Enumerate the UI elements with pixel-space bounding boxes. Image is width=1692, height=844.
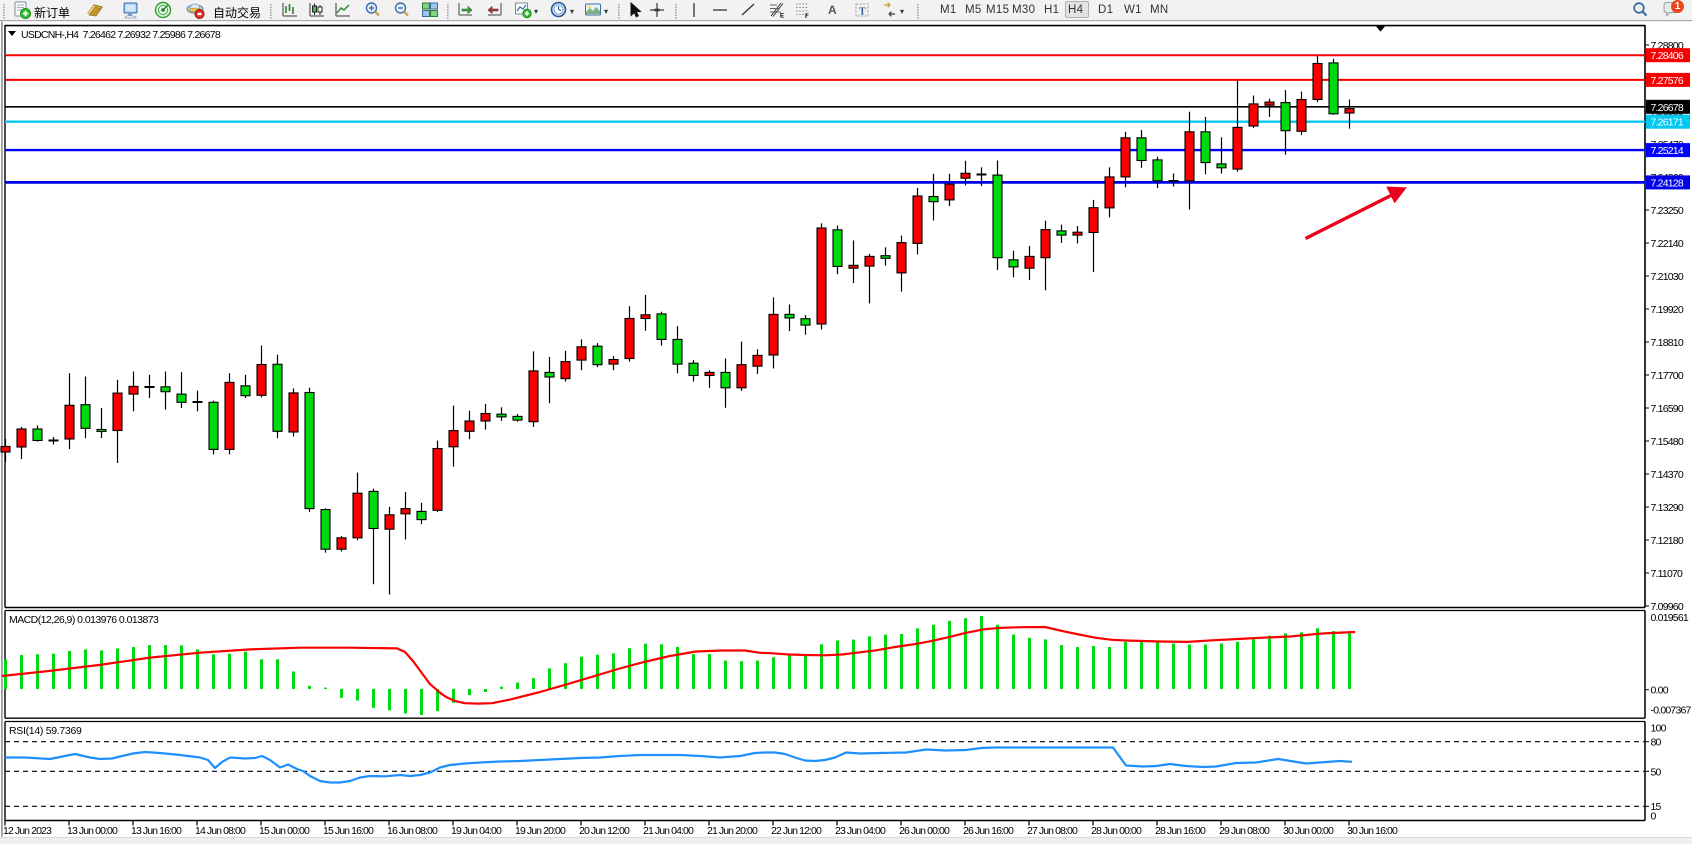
svg-text:21 Jun 20:00: 21 Jun 20:00 [707,825,758,837]
svg-text:0.00: 0.00 [1651,685,1669,697]
svg-text:15 Jun 00:00: 15 Jun 00:00 [259,825,310,837]
svg-text:30 Jun 00:00: 30 Jun 00:00 [1283,825,1334,837]
svg-text:19 Jun 04:00: 19 Jun 04:00 [451,825,502,837]
svg-text:26 Jun 00:00: 26 Jun 00:00 [899,825,950,837]
svg-text:22 Jun 12:00: 22 Jun 12:00 [771,825,822,837]
svg-text:7.14370: 7.14370 [1651,469,1684,481]
svg-text:RSI(14) 59.7369: RSI(14) 59.7369 [9,725,82,737]
svg-text:7.24128: 7.24128 [1651,177,1684,189]
svg-text:100: 100 [1651,723,1667,735]
svg-text:7.28406: 7.28406 [1651,50,1684,62]
svg-text:7.21030: 7.21030 [1651,271,1684,283]
svg-text:7.18810: 7.18810 [1651,337,1684,349]
svg-text:7.23250: 7.23250 [1651,205,1684,217]
svg-text:7.26678: 7.26678 [1651,102,1684,114]
svg-text:29 Jun 08:00: 29 Jun 08:00 [1219,825,1270,837]
svg-text:20 Jun 12:00: 20 Jun 12:00 [579,825,630,837]
svg-text:27 Jun 08:00: 27 Jun 08:00 [1027,825,1078,837]
svg-text:0.019561: 0.019561 [1651,612,1689,624]
svg-text:15 Jun 16:00: 15 Jun 16:00 [323,825,374,837]
svg-text:26 Jun 16:00: 26 Jun 16:00 [963,825,1014,837]
svg-text:23 Jun 04:00: 23 Jun 04:00 [835,825,886,837]
svg-text:7.19920: 7.19920 [1651,304,1684,316]
svg-text:80: 80 [1651,737,1662,749]
svg-text:0: 0 [1651,811,1657,823]
svg-text:7.16590: 7.16590 [1651,403,1684,415]
svg-text:7.26171: 7.26171 [1651,117,1684,129]
svg-text:14 Jun 08:00: 14 Jun 08:00 [195,825,246,837]
svg-text:7.11070: 7.11070 [1651,568,1684,580]
svg-text:7.22140: 7.22140 [1651,238,1684,250]
svg-text:F: F [805,14,809,19]
svg-text:E: E [780,14,784,20]
svg-text:7.09960: 7.09960 [1651,601,1684,613]
svg-text:USDCNH-,H4 7.26462 7.26932 7.: USDCNH-,H4 7.26462 7.26932 7.25986 7.266… [21,29,221,41]
svg-text:7.15480: 7.15480 [1651,436,1684,448]
svg-text:50: 50 [1651,766,1662,778]
svg-text:MACD(12,26,9) 0.013976 0.01387: MACD(12,26,9) 0.013976 0.013873 [9,614,159,626]
svg-text:7.17700: 7.17700 [1651,370,1684,382]
svg-text:16 Jun 08:00: 16 Jun 08:00 [387,825,438,837]
svg-text:7.12180: 7.12180 [1651,535,1684,547]
svg-text:7.13290: 7.13290 [1651,502,1684,514]
svg-text:-0.007367: -0.007367 [1651,705,1692,717]
svg-text:21 Jun 04:00: 21 Jun 04:00 [643,825,694,837]
svg-text:30 Jun 16:00: 30 Jun 16:00 [1347,825,1398,837]
svg-text:19 Jun 20:00: 19 Jun 20:00 [515,825,566,837]
svg-text:T: T [859,7,866,18]
svg-text:28 Jun 00:00: 28 Jun 00:00 [1091,825,1142,837]
svg-text:7.25214: 7.25214 [1651,145,1684,157]
svg-text:13 Jun 16:00: 13 Jun 16:00 [131,825,182,837]
svg-text:7.27576: 7.27576 [1651,75,1684,87]
svg-text:13 Jun 00:00: 13 Jun 00:00 [67,825,118,837]
svg-text:15: 15 [1651,801,1662,813]
svg-text:12 Jun 2023: 12 Jun 2023 [3,825,52,837]
svg-text:28 Jun 16:00: 28 Jun 16:00 [1155,825,1206,837]
